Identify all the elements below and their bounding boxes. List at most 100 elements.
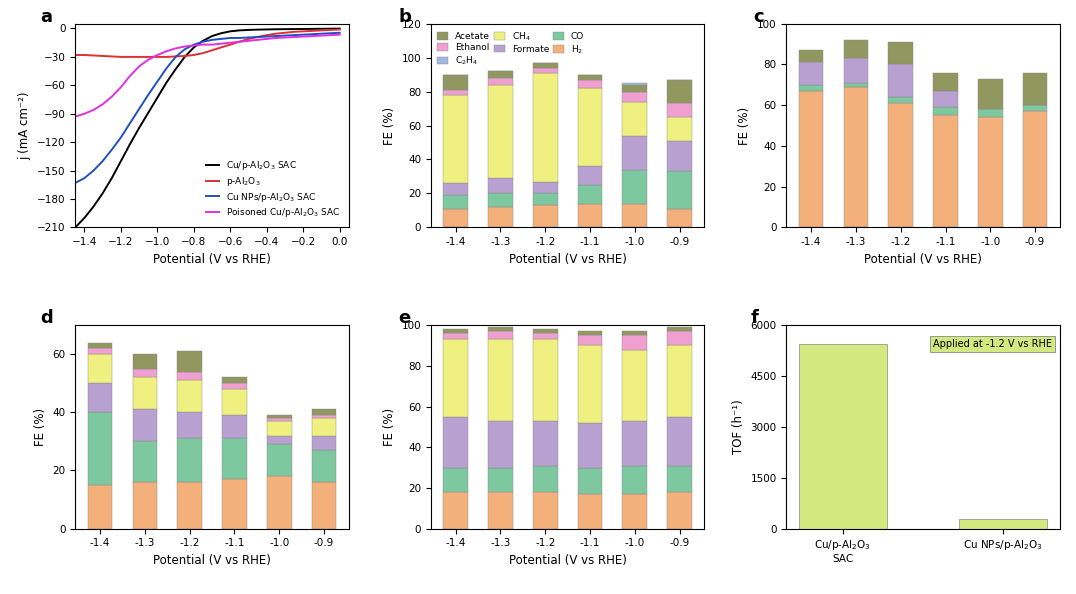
Bar [489, 71, 513, 78]
Bar [312, 450, 337, 482]
Bar [132, 377, 157, 409]
Bar [533, 492, 557, 529]
Bar [267, 444, 292, 476]
Bar [443, 90, 468, 95]
Bar [178, 482, 202, 529]
Bar [622, 466, 647, 494]
Bar [443, 416, 468, 467]
Bar [222, 383, 246, 389]
Bar [443, 339, 468, 416]
Bar [489, 327, 513, 331]
Bar [533, 421, 557, 466]
Bar [312, 418, 337, 435]
Bar [667, 416, 692, 466]
Bar [578, 89, 603, 166]
Bar [622, 494, 647, 529]
Y-axis label: FE (%): FE (%) [383, 408, 396, 446]
Bar [667, 171, 692, 208]
Bar [312, 435, 337, 450]
Bar [222, 377, 246, 383]
Bar [178, 412, 202, 438]
Bar [533, 68, 557, 73]
Bar [443, 75, 468, 90]
Bar [88, 412, 112, 485]
Bar [489, 207, 513, 228]
Bar [667, 346, 692, 416]
Bar [667, 80, 692, 103]
Bar [178, 372, 202, 380]
Bar [798, 344, 887, 529]
Bar [622, 91, 647, 102]
Bar [178, 438, 202, 482]
Bar [578, 75, 603, 80]
Bar [622, 421, 647, 466]
Bar [798, 91, 823, 228]
Bar [667, 141, 692, 171]
Bar [1023, 105, 1047, 111]
Bar [578, 185, 603, 204]
Bar [844, 40, 868, 58]
Bar [132, 482, 157, 529]
Bar [844, 83, 868, 87]
X-axis label: Potential (V vs RHE): Potential (V vs RHE) [153, 252, 271, 266]
Bar [933, 91, 958, 108]
Bar [533, 63, 557, 68]
Bar [622, 331, 647, 335]
Bar [312, 415, 337, 418]
Bar [489, 492, 513, 529]
Bar [667, 117, 692, 141]
Bar [622, 83, 647, 85]
Bar [667, 327, 692, 331]
Y-axis label: FE (%): FE (%) [34, 408, 47, 446]
Bar [578, 335, 603, 346]
Bar [533, 73, 557, 182]
X-axis label: Potential (V vs RHE): Potential (V vs RHE) [864, 252, 982, 266]
Bar [578, 204, 603, 228]
Text: c: c [753, 8, 764, 26]
Text: d: d [40, 309, 53, 327]
Bar [667, 492, 692, 529]
Bar [132, 409, 157, 441]
Legend: Cu/p-Al$_2$O$_3$ SAC, p-Al$_2$O$_3$, Cu NPs/p-Al$_2$O$_3$ SAC, Poisoned Cu/p-Al$: Cu/p-Al$_2$O$_3$ SAC, p-Al$_2$O$_3$, Cu … [202, 156, 344, 223]
Bar [222, 479, 246, 529]
Bar [489, 85, 513, 178]
Bar [667, 331, 692, 346]
Bar [132, 354, 157, 369]
Bar [622, 136, 647, 170]
Bar [178, 380, 202, 412]
Bar [312, 482, 337, 529]
Bar [889, 65, 914, 97]
Bar [489, 178, 513, 194]
Bar [578, 346, 603, 423]
Bar [312, 409, 337, 415]
Y-axis label: TOF (h⁻¹): TOF (h⁻¹) [732, 400, 745, 454]
Bar [578, 467, 603, 494]
Bar [489, 421, 513, 467]
Bar [489, 78, 513, 85]
Bar [889, 103, 914, 228]
Bar [443, 95, 468, 183]
Bar [533, 182, 557, 194]
Bar [132, 369, 157, 377]
Bar [88, 348, 112, 354]
Bar [622, 204, 647, 228]
Text: e: e [398, 309, 410, 327]
Text: a: a [40, 8, 52, 26]
Text: Applied at -1.2 V vs RHE: Applied at -1.2 V vs RHE [933, 339, 1051, 349]
Bar [443, 329, 468, 333]
Bar [959, 519, 1047, 529]
Bar [267, 435, 292, 444]
Bar [798, 50, 823, 62]
Bar [267, 421, 292, 435]
Bar [622, 102, 647, 136]
Y-axis label: FE (%): FE (%) [383, 106, 396, 144]
Bar [798, 62, 823, 85]
Bar [533, 206, 557, 228]
Bar [933, 115, 958, 228]
Bar [844, 87, 868, 228]
Bar [88, 383, 112, 412]
Y-axis label: FE (%): FE (%) [738, 106, 751, 144]
Bar [667, 466, 692, 492]
Bar [533, 194, 557, 206]
Bar [88, 354, 112, 383]
